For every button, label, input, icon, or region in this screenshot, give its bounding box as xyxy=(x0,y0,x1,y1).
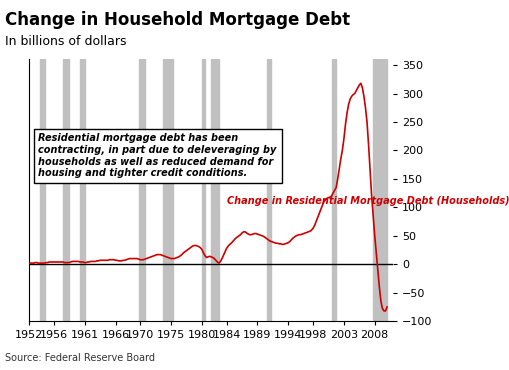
Bar xyxy=(80,60,84,321)
Bar xyxy=(138,60,145,321)
Bar xyxy=(211,60,218,321)
Bar xyxy=(40,60,44,321)
Text: Change in Residential Mortgage Debt (Households): Change in Residential Mortgage Debt (Hou… xyxy=(226,195,508,205)
Bar xyxy=(163,60,172,321)
Text: Change in Household Mortgage Debt: Change in Household Mortgage Debt xyxy=(5,11,350,29)
Bar xyxy=(373,60,386,321)
Text: Residential mortgage debt has been
contracting, in part due to deleveraging by
h: Residential mortgage debt has been contr… xyxy=(38,133,276,178)
Bar xyxy=(331,60,335,321)
Bar xyxy=(266,60,271,321)
Bar xyxy=(63,60,69,321)
Text: In billions of dollars: In billions of dollars xyxy=(5,35,126,48)
Text: Source: Federal Reserve Board: Source: Federal Reserve Board xyxy=(5,353,155,363)
Bar xyxy=(202,60,205,321)
